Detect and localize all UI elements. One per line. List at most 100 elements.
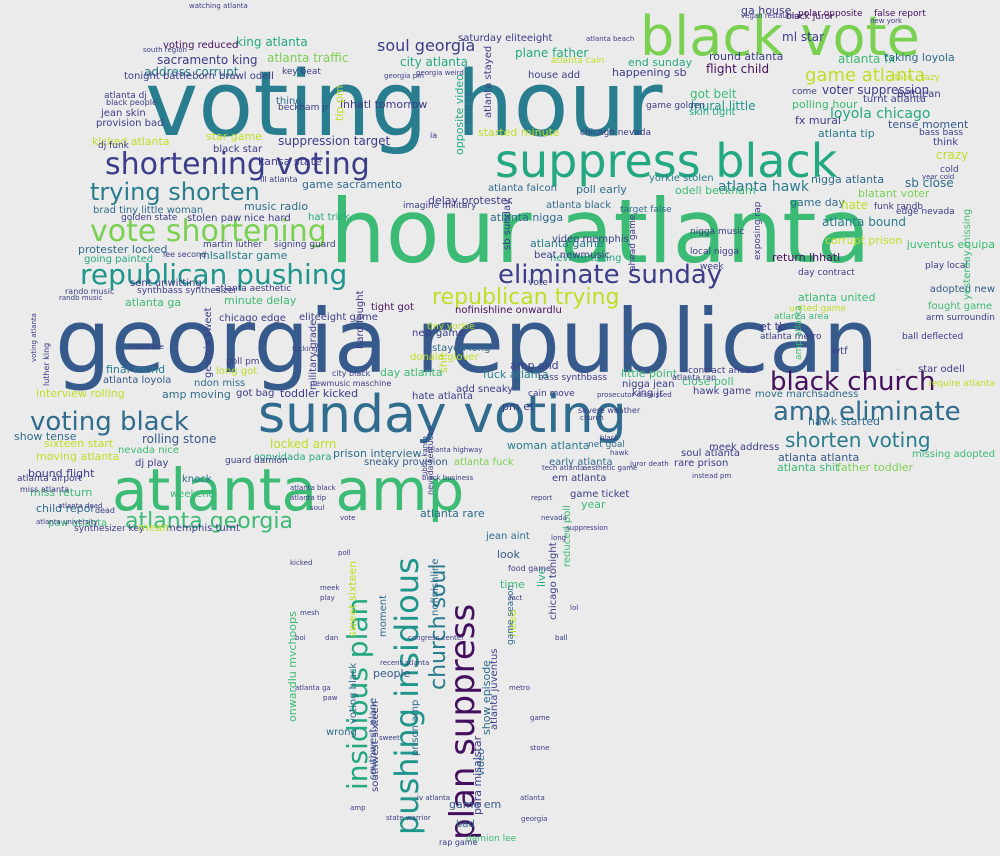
cloud-word: yesterday missing [962, 209, 973, 300]
cloud-word: net goal [588, 440, 625, 450]
cloud-word: georgia republican [55, 290, 879, 393]
cloud-word: add sneaky [456, 384, 513, 395]
cloud-word: day contract [798, 268, 855, 278]
cloud-word: poll [338, 549, 351, 557]
cloud-word: pushing insidious [388, 557, 426, 835]
cloud-word: king jr [632, 388, 664, 399]
cloud-word: video [476, 749, 487, 776]
cloud-word: vote [340, 514, 355, 522]
cloud-word: king atlanta [236, 35, 308, 49]
cloud-word: amp atlanta [794, 305, 804, 360]
cloud-word: kansa state [258, 155, 322, 168]
cloud-word: shorten voting [785, 428, 931, 452]
cloud-word: sweet sixteen [346, 561, 359, 637]
cloud-word: mlsallstar game [199, 249, 288, 262]
cloud-word: atlanta ga [125, 296, 181, 309]
cloud-word: early atlanta [549, 457, 613, 468]
cloud-word: video memphis [552, 234, 629, 245]
cloud-word: little point [621, 367, 678, 380]
cloud-word: signing guard [274, 240, 336, 250]
cloud-word: new york [870, 17, 903, 25]
cloud-word: soul [310, 504, 324, 512]
cloud-word: hate atlanta [412, 391, 473, 402]
cloud-word: atlanta fuck [454, 457, 514, 468]
cloud-word: sb sunday [502, 199, 513, 250]
cloud-word: suppression target [278, 134, 391, 148]
cloud-word: rando music [65, 287, 114, 296]
cloud-word: voting black [30, 407, 189, 437]
cloud-word: jean skin [100, 108, 146, 119]
cloud-word: round atlanta [709, 50, 783, 63]
cloud-word: luther king [42, 343, 51, 386]
cloud-word: nofinishline [430, 559, 441, 616]
cloud-word: mesh [300, 609, 319, 617]
cloud-word: memphis turnt [166, 523, 240, 534]
cloud-word: boi [295, 634, 306, 642]
cloud-word: prison interview [333, 447, 421, 460]
cloud-word: show tense [14, 430, 77, 443]
cloud-word: aesthetic game [583, 464, 637, 472]
cloud-word: kicked [290, 559, 312, 567]
cloud-word: little point [620, 373, 626, 376]
cloud-word: voting black [348, 663, 359, 724]
cloud-word: newmusic maschine [310, 379, 391, 388]
cloud-word: beat newmusic [534, 250, 610, 261]
cloud-word: damion lee [466, 834, 517, 844]
cloud-word: father toddler [837, 461, 914, 474]
cloud-word: know [182, 477, 185, 479]
cloud-word: atlanta metro [760, 332, 822, 342]
cloud-word: sacramento king [157, 53, 258, 67]
cloud-word: para misalstar [471, 735, 484, 815]
cloud-word: em atlanta [552, 473, 606, 484]
cloud-word: tip pm [333, 85, 346, 121]
cloud-word: vegan restaurant [741, 12, 802, 20]
cloud-word: juror death [629, 460, 669, 468]
cloud-word: loyola chicago [830, 106, 930, 122]
cloud-word: long got [216, 366, 257, 377]
cloud-word: stone [530, 744, 549, 752]
cloud-word: hat trick [308, 212, 350, 223]
cloud-word: ml star [782, 30, 824, 44]
cloud-word: rap game [439, 838, 478, 847]
cloud-word: delay protester [428, 194, 512, 207]
cloud-word: cold [940, 165, 959, 175]
cloud-word: game season [506, 585, 516, 645]
cloud-word: shit [437, 352, 450, 373]
cloud-word: paw atlanta [48, 518, 107, 529]
cloud-word: stayed long [432, 343, 490, 354]
cloud-word: report [531, 494, 553, 502]
cloud-word: onwardlu mvchoops [286, 611, 299, 722]
cloud-word: georgia sweet [203, 307, 214, 378]
cloud-word: missing adopted [912, 449, 995, 460]
cloud-word: need [506, 610, 519, 638]
cloud-word: atlanta juventus [489, 648, 500, 730]
cloud-word: nofinishline onwardlu [455, 305, 562, 316]
cloud-word: recent atlanta [380, 659, 429, 667]
cloud-word: trying shorten [90, 178, 260, 206]
cloud-word: hate [841, 198, 868, 212]
cloud-word: adopted new [930, 284, 995, 295]
cloud-word: vote [528, 278, 548, 288]
cloud-word: shortening voting [105, 147, 370, 182]
cloud-word: nigga atlanta [811, 173, 884, 186]
cloud-word: dead [95, 506, 115, 515]
cloud-word: atlanta game [530, 237, 604, 250]
cloud-word: game ticket [570, 489, 629, 500]
cloud-word: woman atlanta [507, 439, 590, 452]
cloud-word: georgia pm [384, 72, 424, 80]
cloud-word: interview rolling [36, 387, 125, 400]
cloud-word: iv atlanta [417, 794, 450, 802]
cloud-word: atlanta nigga [490, 211, 563, 224]
cloud-word: united game [789, 304, 847, 314]
cloud-word: reduced poll [562, 505, 573, 567]
cloud-word: live [535, 567, 548, 587]
cloud-word: play local [925, 261, 968, 271]
cloud-word: atlanta black [546, 200, 611, 211]
cloud-word: atlanta atlanta [778, 451, 859, 464]
cloud-word: started minute [478, 126, 560, 139]
cloud-word: atlanta amp [112, 456, 464, 524]
cloud-word: turnt atlanta [863, 94, 926, 105]
cloud-word: dj funk [98, 141, 130, 151]
cloud-word: church soul [426, 563, 451, 690]
cloud-word: close poll [682, 375, 734, 388]
